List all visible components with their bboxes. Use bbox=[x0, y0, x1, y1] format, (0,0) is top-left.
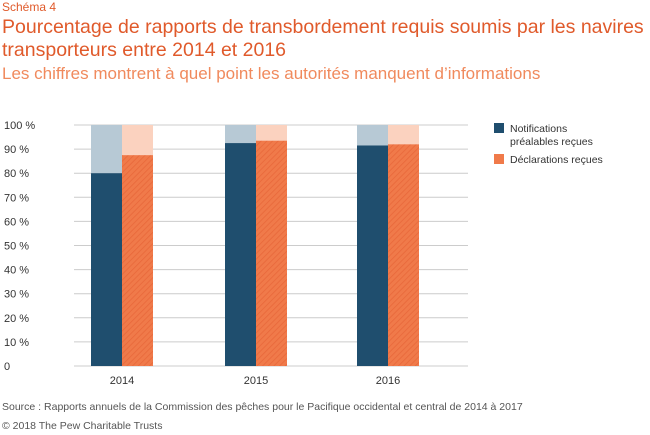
legend-label: Déclarations reçues bbox=[510, 154, 603, 166]
chart-subtitle: Les chiffres montrent à quel point les a… bbox=[2, 64, 541, 83]
bar-remainder bbox=[256, 125, 287, 141]
bar-remainder bbox=[357, 125, 388, 146]
bar-declarations-2014 bbox=[122, 155, 153, 366]
y-tick-label: 10 % bbox=[4, 337, 29, 349]
y-tick-label: 100 % bbox=[4, 120, 35, 132]
legend-label: préalables reçues bbox=[510, 136, 593, 148]
y-tick-label: 70 % bbox=[4, 192, 29, 204]
bar-notifications-2016 bbox=[357, 145, 388, 366]
copyright-note: © 2018 The Pew Charitable Trusts bbox=[2, 420, 163, 432]
y-tick-label: 90 % bbox=[4, 144, 29, 156]
x-tick-label: 2016 bbox=[376, 375, 400, 387]
y-tick-label: 80 % bbox=[4, 168, 29, 180]
y-tick-label: 30 % bbox=[4, 289, 29, 301]
bar-remainder bbox=[122, 125, 153, 156]
x-tick-label: 2015 bbox=[244, 375, 268, 387]
y-tick-label: 0 bbox=[4, 361, 10, 373]
y-tick-label: 20 % bbox=[4, 313, 29, 325]
bar-notifications-2014 bbox=[91, 173, 122, 366]
y-tick-label: 60 % bbox=[4, 216, 29, 228]
source-note: Source : Rapports annuels de la Commissi… bbox=[2, 401, 523, 413]
figure-label: Schéma 4 bbox=[2, 0, 57, 14]
legend-label: Notifications bbox=[510, 123, 567, 135]
bar-declarations-2015 bbox=[256, 140, 287, 366]
bar-remainder bbox=[91, 125, 122, 174]
y-tick-label: 50 % bbox=[4, 241, 29, 253]
bar-remainder bbox=[225, 125, 256, 144]
bar-remainder bbox=[388, 125, 419, 145]
bar-notifications-2015 bbox=[225, 143, 256, 366]
y-tick-label: 40 % bbox=[4, 265, 29, 277]
chart-title: Pourcentage de rapports de transbordemen… bbox=[2, 16, 644, 61]
legend-swatch-2 bbox=[494, 154, 504, 164]
x-tick-label: 2014 bbox=[110, 375, 134, 387]
bar-chart: 0 10 % 20 % 30 % 40 % 50 % 60 % 70 % 80 % 90 % 100… bbox=[4, 120, 603, 387]
bar-declarations-2016 bbox=[388, 144, 419, 366]
legend-swatch-1 bbox=[494, 123, 504, 133]
